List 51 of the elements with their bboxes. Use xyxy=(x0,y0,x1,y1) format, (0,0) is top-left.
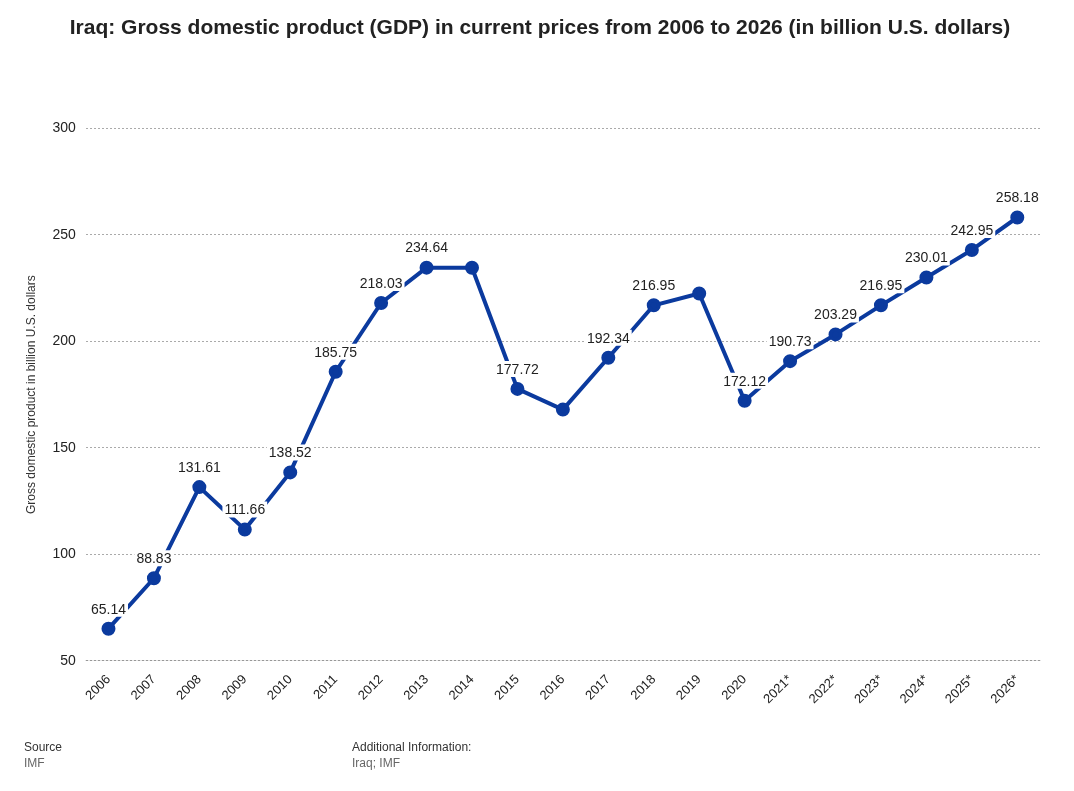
data-label: 177.72 xyxy=(496,360,540,377)
point xyxy=(692,286,707,301)
data-label: 216.95 xyxy=(859,277,903,294)
point xyxy=(237,522,252,537)
point xyxy=(465,260,479,275)
point xyxy=(510,381,525,396)
data-label: 185.75 xyxy=(314,343,358,360)
data-label: 218.03 xyxy=(359,274,403,291)
point xyxy=(646,298,661,313)
point xyxy=(873,298,888,313)
text: IMF xyxy=(24,756,45,771)
point xyxy=(601,350,616,365)
data-label: 172.12 xyxy=(723,372,767,389)
data-label: 230.01 xyxy=(904,249,949,266)
point xyxy=(192,480,207,495)
data-label: 234.64 xyxy=(405,239,449,256)
data-label: 258.18 xyxy=(995,189,1039,206)
point xyxy=(283,465,298,480)
text: Source xyxy=(24,740,63,755)
point xyxy=(328,364,343,379)
y-tick-label: 100 xyxy=(52,545,76,562)
data-label: 203.29 xyxy=(814,306,858,323)
data-label: 216.95 xyxy=(632,277,676,294)
point xyxy=(1010,210,1025,225)
data-label: 111.66 xyxy=(224,501,266,518)
data-label: 138.52 xyxy=(268,444,312,461)
point xyxy=(419,260,434,275)
data-label: 65.14 xyxy=(90,600,127,617)
point xyxy=(783,354,798,369)
y-tick-label: 150 xyxy=(52,438,76,455)
y-tick-label: 200 xyxy=(52,332,76,349)
text: Iraq; IMF xyxy=(352,756,401,771)
point xyxy=(146,571,161,586)
chart-title: Iraq: Gross domestic product (GDP) in current prices from 2006 to 2026 (in billion U.S. dollars) xyxy=(68,14,1012,40)
point xyxy=(828,327,843,342)
point xyxy=(555,402,570,417)
point xyxy=(374,296,389,311)
data-label: 192.34 xyxy=(586,329,630,346)
point xyxy=(737,393,752,408)
point xyxy=(964,242,979,257)
y-tick-label: 250 xyxy=(52,225,76,242)
point xyxy=(101,621,116,636)
y-tick-label: 50 xyxy=(60,651,76,668)
data-label: 131.61 xyxy=(177,458,221,475)
text: Additional Information: xyxy=(352,740,472,755)
data-label: 88.83 xyxy=(136,550,172,567)
y-tick-label: 300 xyxy=(52,119,76,136)
data-label: 242.95 xyxy=(950,221,994,238)
data-label: 190.73 xyxy=(768,333,812,350)
y-axis-title: Gross domestic product in billion U.S. dollars xyxy=(23,275,38,515)
point xyxy=(919,270,934,285)
